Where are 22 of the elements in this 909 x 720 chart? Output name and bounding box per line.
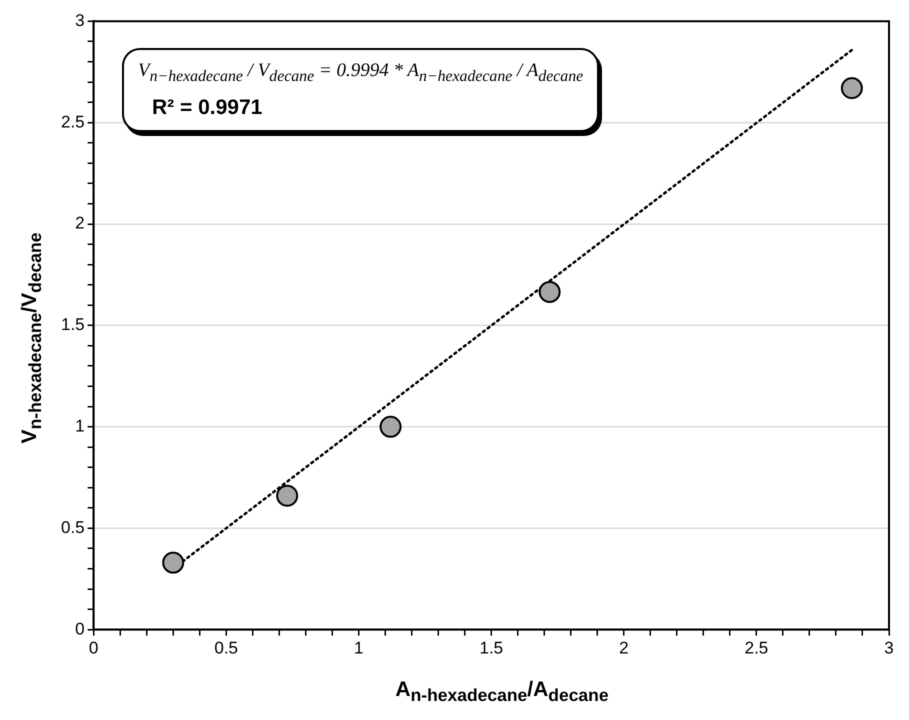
x-axis-title: A$_{n-hexadecane}$/A$_{decane}$ — [394, 678, 610, 706]
y-tick-label: 0 — [75, 619, 85, 638]
y-tick-label: 1 — [75, 416, 85, 436]
y-tick-label: 3 — [75, 10, 85, 30]
x-tick-label: 3 — [884, 638, 894, 658]
y-tick-label: 2 — [75, 214, 85, 233]
y-tick-label: 1.5 — [60, 315, 85, 334]
point — [276, 484, 298, 507]
point — [162, 552, 184, 574]
point — [380, 416, 402, 438]
annotation: R² = 0.9971 — [152, 96, 264, 120]
x-tick-label: 2.5 — [744, 638, 768, 658]
x-tick-label: 2 — [619, 638, 629, 658]
y-tick-label: 0.5 — [60, 518, 85, 537]
x-tick-label: 0.5 — [214, 638, 238, 658]
point — [840, 77, 863, 100]
x-tick-label: 1.5 — [479, 638, 504, 658]
point — [538, 280, 561, 303]
x-tick-label: 1 — [354, 638, 364, 658]
annotation: V$_{n−hexadecane}$ / V$_{decane}$ = 0.9994 * A$_{n−hexadecane}$ / A$_{decane}$ — [138, 60, 584, 86]
y-tick-label: 2.5 — [60, 112, 85, 132]
x-tick-label: 0 — [88, 638, 98, 658]
